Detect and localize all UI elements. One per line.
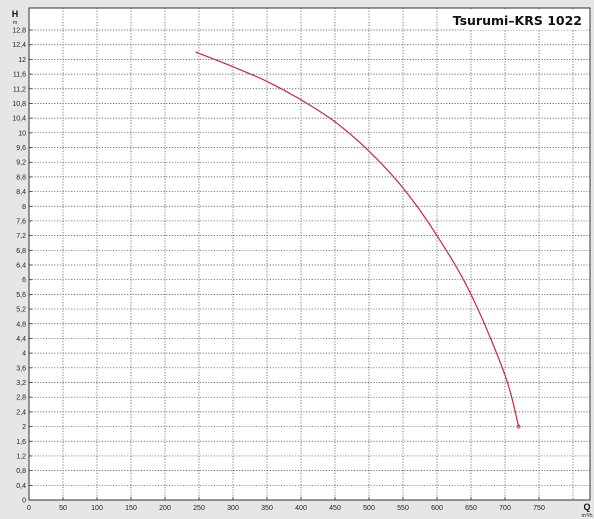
- y-tick-label: 12,8: [12, 28, 26, 35]
- x-tick-label: 700: [499, 505, 511, 512]
- y-tick-label: 1,6: [16, 439, 26, 446]
- y-axis-unit: m: [13, 20, 18, 26]
- y-tick-label: 2,8: [16, 395, 26, 402]
- y-tick-label: 6: [22, 277, 26, 284]
- x-tick-label: 450: [329, 505, 341, 512]
- x-tick-label: 50: [59, 505, 67, 512]
- chart-title: Tsurumi–KRS 1022: [453, 13, 582, 28]
- y-tick-label: 7,6: [16, 218, 26, 225]
- series-layer: [195, 51, 521, 429]
- y-tick-label: 10,4: [12, 116, 26, 123]
- y-tick-label: 8,8: [16, 174, 26, 181]
- y-tick-label: 9,6: [16, 145, 26, 152]
- x-tick-label: 0: [27, 505, 31, 512]
- x-tick-label: 100: [91, 505, 103, 512]
- y-tick-label: 10: [18, 130, 26, 137]
- x-axis-label: Q: [583, 502, 590, 512]
- y-tick-label: 2,4: [16, 409, 26, 416]
- x-tick-label: 150: [125, 505, 137, 512]
- y-axis-tick-labels: 0 0,4 0,8 1,2 1,6 2 2,4 2,8 3,2 3,6 4 4,4 4,8 5,2 5,6 6…: [12, 28, 26, 505]
- y-tick-label: 6,8: [16, 248, 26, 255]
- x-tick-label: 550: [397, 505, 409, 512]
- y-tick-label: 5,2: [16, 307, 26, 314]
- y-tick-label: 4,8: [16, 321, 26, 328]
- y-tick-label: 8,4: [16, 189, 26, 196]
- y-tick-label: 6,4: [16, 263, 26, 270]
- series-line: [195, 51, 520, 427]
- y-tick-label: 0: [22, 498, 26, 505]
- x-tick-label: 500: [363, 505, 375, 512]
- y-axis-label: H: [12, 9, 19, 19]
- y-tick-label: 4: [22, 351, 26, 358]
- x-axis-tick-labels: 0 50 100 150 200 250 300 350 400 450 500 550 600 650 7…: [27, 505, 545, 512]
- x-tick-label: 400: [295, 505, 307, 512]
- x-tick-label: 750: [533, 505, 545, 512]
- y-tick-label: 12,4: [12, 42, 26, 49]
- y-tick-label: 3,2: [16, 380, 26, 387]
- x-tick-label: 250: [193, 505, 205, 512]
- y-tick-label: 3,6: [16, 365, 26, 372]
- x-tick-label: 300: [227, 505, 239, 512]
- title-backdrop: [464, 10, 586, 30]
- x-tick-label: 650: [465, 505, 477, 512]
- y-tick-label: 5,6: [16, 292, 26, 299]
- series-end-point: [516, 424, 521, 429]
- y-tick-label: 12: [18, 57, 26, 64]
- y-tick-label: 7,2: [16, 233, 26, 240]
- y-tick-label: 9,2: [16, 160, 26, 167]
- x-tick-label: 350: [261, 505, 273, 512]
- y-tick-label: 8: [22, 204, 26, 211]
- plot-area: [28, 7, 591, 501]
- grid-lines: [28, 8, 590, 501]
- x-tick-label: 200: [159, 505, 171, 512]
- y-tick-label: 11,6: [13, 72, 26, 79]
- y-tick-label: 0,8: [16, 468, 26, 475]
- y-tick-label: 10,8: [12, 101, 26, 108]
- y-tick-label: 0,4: [16, 483, 26, 490]
- x-axis-unit: m³/h: [582, 513, 593, 519]
- y-tick-label: 4,4: [16, 336, 26, 343]
- y-tick-label: 11,2: [13, 86, 26, 93]
- y-tick-label: 2: [22, 424, 26, 431]
- y-tick-label: 1,2: [16, 453, 26, 460]
- x-tick-label: 600: [431, 505, 443, 512]
